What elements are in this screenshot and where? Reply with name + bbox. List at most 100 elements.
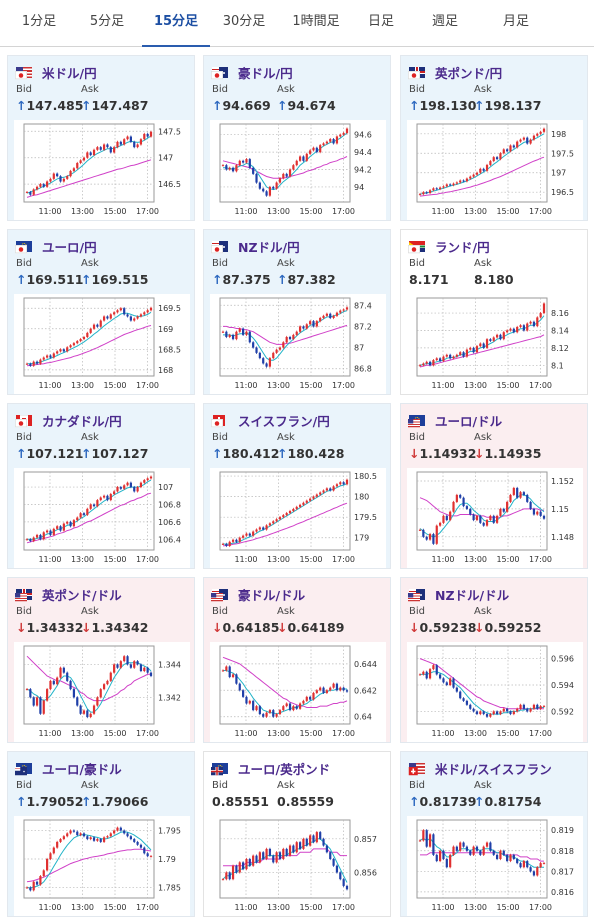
rate-card[interactable]: スイスフラン/円 Bid Ask ↑180.412 ↑180.428 180.5 180 17… xyxy=(203,403,391,569)
candlestick-chart[interactable]: 107 106.8 106.6 106.4 11:00 13:00 15:00 17:00 xyxy=(14,468,190,568)
candle-body xyxy=(92,324,96,329)
rate-card[interactable]: ランド/円 Bid Ask 8.171 8.180 8.16 8.14 8.12 8.1 11:0… xyxy=(400,229,588,395)
currency-pair-link[interactable]: ユーロ/円 xyxy=(42,239,97,255)
candle-body xyxy=(275,714,278,717)
candlestick-chart[interactable]: 8.16 8.14 8.12 8.1 11:00 13:00 15:00 17:00 xyxy=(407,294,583,394)
candle-body xyxy=(449,678,452,685)
currency-pair-link[interactable]: 英ポンド/ドル xyxy=(42,587,122,603)
tab-2[interactable]: 5分足 xyxy=(89,14,125,29)
candlestick-chart[interactable]: 0.857 0.856 11:00 13:00 15:00 17:00 xyxy=(210,816,386,916)
candlestick-chart[interactable]: 0.596 0.594 0.592 11:00 13:00 15:00 17:00 xyxy=(407,642,583,742)
jp-flag-icon xyxy=(211,71,223,80)
candle-body xyxy=(312,692,315,700)
candlestick-chart[interactable]: 1.795 1.79 1.785 11:00 13:00 15:00 17:00 xyxy=(14,816,190,916)
tab-4[interactable]: 30分足 xyxy=(222,14,266,29)
candle-body xyxy=(422,830,425,841)
ask-value: 180.428 xyxy=(287,446,345,461)
currency-pair-link[interactable]: NZドル/ドル xyxy=(435,587,510,603)
rate-card[interactable]: 英ポンド/ドル Bid Ask ↓1.34332 ↓1.34342 1.344 1.342 1… xyxy=(7,577,195,743)
candlestick-chart[interactable]: 0.819 0.818 0.817 0.816 11:00 13:00 15:00 17:00 xyxy=(407,816,583,916)
candle-body xyxy=(76,163,79,169)
candle-body xyxy=(428,534,432,540)
rate-card[interactable]: 米ドル/円 Bid Ask ↑147.485 ↑147.487 147.5 147 146.5… xyxy=(7,55,195,221)
currency-pair-link[interactable]: ユーロ/豪ドル xyxy=(42,761,122,777)
x-tick-label: 17:00 xyxy=(136,903,159,912)
candle-body xyxy=(442,356,445,361)
candle-body xyxy=(319,687,322,691)
candle-body xyxy=(221,879,225,881)
x-tick-label: 17:00 xyxy=(332,207,355,216)
candle-body xyxy=(542,303,546,314)
candle-body xyxy=(82,513,86,515)
currency-pair-link[interactable]: ランド/円 xyxy=(435,239,490,255)
tab-1[interactable]: 1分足 xyxy=(21,14,57,29)
x-tick-label: 13:00 xyxy=(71,207,94,216)
candle-body xyxy=(332,139,335,144)
currency-pair-link[interactable]: ユーロ/ドル xyxy=(435,413,503,429)
ma-fast-line xyxy=(27,311,152,365)
x-tick-label: 15:00 xyxy=(496,729,519,738)
candle-body xyxy=(133,141,136,148)
arrow-up-icon: ↑ xyxy=(277,272,288,287)
candlestick-chart[interactable]: 1.344 1.342 11:00 13:00 15:00 17:00 xyxy=(14,642,190,742)
candle-body xyxy=(102,144,106,150)
tab-6[interactable]: 日足 xyxy=(367,14,394,29)
jp-flag-icon xyxy=(408,71,420,80)
candlestick-chart[interactable]: 147.5 147 146.5 11:00 13:00 15:00 17:00 xyxy=(14,120,190,220)
rate-card[interactable]: ユーロ/豪ドル Bid Ask ↑1.79052 ↑1.79066 1.795 1.79 1.… xyxy=(7,751,195,917)
rate-card[interactable]: 米ドル/スイスフラン Bid Ask ↑0.81739 ↑0.81754 0.819 0.8… xyxy=(400,751,588,917)
candle-body xyxy=(449,854,452,868)
rate-card[interactable]: カナダドル/円 Bid Ask ↑107.121 ↑107.127 107 106.8 106… xyxy=(7,403,195,569)
rate-card[interactable]: 豪ドル/円 Bid Ask ↑94.669 ↑94.674 94.6 94.4 94.2 94 1… xyxy=(203,55,391,221)
currency-pair-link[interactable]: カナダドル/円 xyxy=(42,413,122,429)
bid-price: ↑147.485 xyxy=(16,98,83,113)
tab-5[interactable]: 1時間足 xyxy=(292,14,340,29)
candlestick-chart[interactable]: 87.4 87.2 87 86.8 11:00 13:00 15:00 17:00 xyxy=(210,294,386,394)
x-tick-label: 15:00 xyxy=(496,207,519,216)
rate-card[interactable]: ユーロ/円 Bid Ask ↑169.511 ↑169.515 169.5 169 168.5… xyxy=(7,229,195,395)
arrow-down-icon: ↓ xyxy=(277,620,288,635)
ma-fast-line xyxy=(420,671,544,715)
tab-8[interactable]: 月足 xyxy=(502,14,529,29)
currency-pair-link[interactable]: スイスフラン/円 xyxy=(238,413,330,429)
chart-svg: 198 197.5 197 196.5 11:00 13:00 15:00 17:00 xyxy=(416,123,574,216)
rate-card[interactable]: NZドル/円 Bid Ask ↑87.375 ↑87.382 87.4 87.2 87 86.8… xyxy=(203,229,391,395)
candlestick-chart[interactable]: 94.6 94.4 94.2 94 11:00 13:00 15:00 17:00 xyxy=(210,120,386,220)
x-tick-label: 11:00 xyxy=(38,729,61,738)
card-header: ランド/円 xyxy=(408,236,490,256)
candle-body xyxy=(432,360,435,366)
currency-pair-link[interactable]: 英ポンド/円 xyxy=(435,65,503,81)
candle-body xyxy=(512,145,515,148)
candle-body xyxy=(442,186,445,188)
candle-body xyxy=(62,178,65,182)
candle-body xyxy=(149,307,153,311)
candle-body xyxy=(335,484,339,487)
candle-body xyxy=(235,865,238,873)
candle-body xyxy=(96,147,99,150)
candle-body xyxy=(265,191,268,196)
rate-card[interactable]: 豪ドル/ドル Bid Ask ↓0.64185 ↓0.64189 0.644 0.642 0.… xyxy=(203,577,391,743)
rate-card[interactable]: 英ポンド/円 Bid Ask ↑198.130 ↑198.137 198 197.5 197 1… xyxy=(400,55,588,221)
candle-body xyxy=(272,855,275,863)
candlestick-chart[interactable]: 1.152 1.15 1.148 11:00 13:00 15:00 17:00 xyxy=(407,468,583,568)
candlestick-chart[interactable]: 169.5 169 168.5 168 11:00 13:00 15:00 17:00 xyxy=(14,294,190,394)
y-tick-label: 147.5 xyxy=(158,127,181,136)
currency-pair-link[interactable]: 米ドル/スイスフラン xyxy=(435,761,552,777)
currency-pair-link[interactable]: 米ドル/円 xyxy=(42,65,97,81)
rate-card[interactable]: ユーロ/ドル Bid Ask ↓1.14932 ↓1.14935 1.152 1.15 1.1… xyxy=(400,403,588,569)
tab-3[interactable]: 15分足 xyxy=(142,0,210,47)
candlestick-chart[interactable]: 180.5 180 179.5 179 11:00 13:00 15:00 17:00 xyxy=(210,468,386,568)
ma-slow-line xyxy=(419,334,545,368)
rate-card[interactable]: ユーロ/英ポンド Bid Ask 0.85551 0.85559 0.857 0.856 11… xyxy=(203,751,391,917)
currency-pair-link[interactable]: 豪ドル/円 xyxy=(238,65,293,81)
tab-7[interactable]: 週足 xyxy=(431,14,458,29)
bid-price: 8.171 xyxy=(409,272,449,287)
candlestick-chart[interactable]: 198 197.5 197 196.5 11:00 13:00 15:00 17:00 xyxy=(407,120,583,220)
currency-pair-link[interactable]: NZドル/円 xyxy=(238,239,300,255)
candle-body xyxy=(238,683,241,691)
candlestick-chart[interactable]: 0.644 0.642 0.64 11:00 13:00 15:00 17:00 xyxy=(210,642,386,742)
rate-card[interactable]: NZドル/ドル Bid Ask ↓0.59238 ↓0.59252 0.596 0.594 0… xyxy=(400,577,588,743)
currency-pair-link[interactable]: ユーロ/英ポンド xyxy=(238,761,331,777)
currency-pair-link[interactable]: 豪ドル/ドル xyxy=(238,587,306,603)
bid-price: ↑169.511 xyxy=(16,272,83,287)
